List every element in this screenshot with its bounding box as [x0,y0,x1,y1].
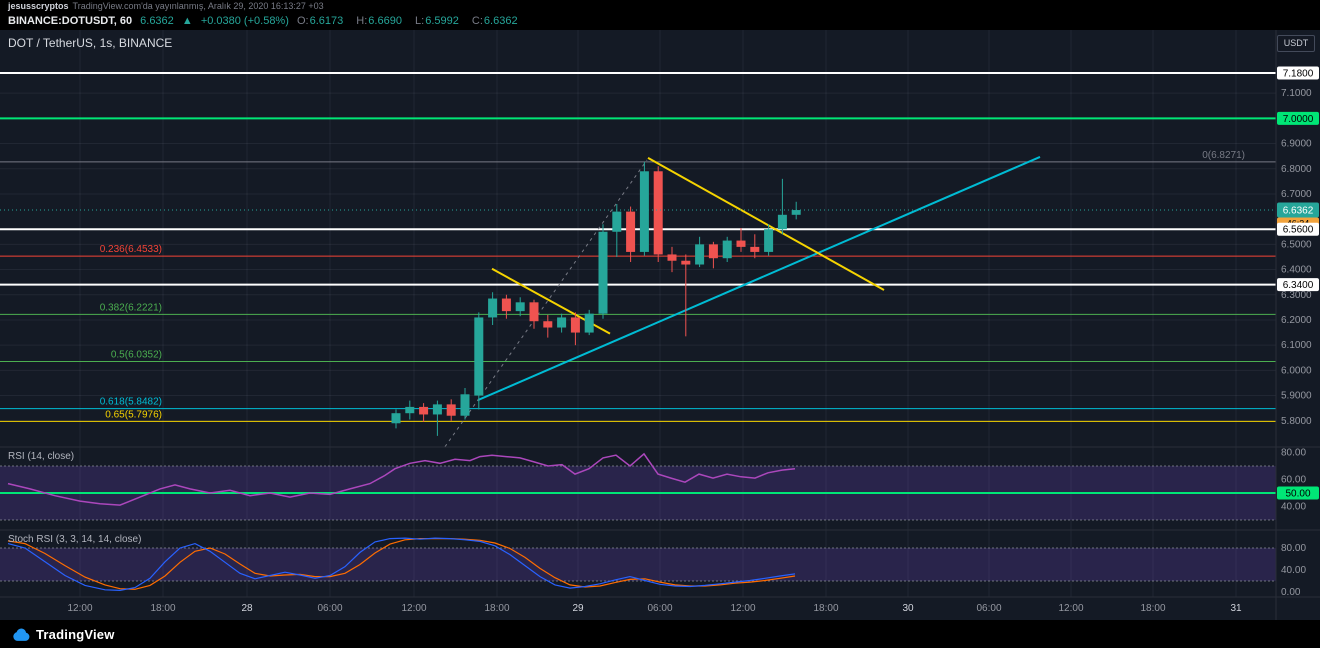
ascending-support [477,155,1041,402]
horizontal-lines[interactable] [0,72,1276,286]
svg-text:7.1000: 7.1000 [1281,88,1312,99]
svg-text:12:00: 12:00 [1058,603,1083,614]
stoch-rsi-indicator-legend[interactable]: Stoch RSI (3, 3, 14, 14, close) [8,534,142,545]
svg-text:0.236(6.4533): 0.236(6.4533) [100,244,162,255]
svg-text:6.5000: 6.5000 [1281,239,1312,250]
svg-text:5.9000: 5.9000 [1281,391,1312,402]
time-scale[interactable]: 12:00 18:00 28 06:00 12:00 18:00 29 06:00 12:00 1… [67,603,1242,614]
svg-text:31: 31 [1230,603,1242,614]
close-label: C: [471,15,483,27]
svg-text:80.00: 80.00 [1281,543,1306,554]
rsi-indicator-legend[interactable]: RSI (14, close) [8,451,75,462]
svg-text:30: 30 [902,603,914,614]
svg-text:0(6.8271): 0(6.8271) [1202,150,1245,161]
svg-text:12:00: 12:00 [730,603,755,614]
chart-canvas[interactable]: 0(6.8271) 0.236(6.4533) 0.382(6.2221) 0.5(6… [0,30,1320,620]
open-value: 6.6173 [309,15,344,27]
rsi-line [7,452,796,506]
svg-text:80.00: 80.00 [1281,448,1306,459]
footer-bar: TradingView [0,620,1320,648]
trend-lines[interactable] [444,155,1041,448]
svg-text:0.00: 0.00 [1281,587,1301,598]
svg-text:28: 28 [241,603,253,614]
descending-resistance [647,157,885,291]
svg-text:6.9000: 6.9000 [1281,139,1312,150]
tradingview-logo-link[interactable]: TradingView [8,626,115,643]
svg-text:50.00: 50.00 [1285,489,1310,500]
svg-text:06:00: 06:00 [317,603,342,614]
svg-text:12:00: 12:00 [67,603,92,614]
svg-text:06:00: 06:00 [976,603,1001,614]
pane-title[interactable]: DOT / TetherUS, 1s, BINANCE [8,36,173,50]
svg-text:6.0000: 6.0000 [1281,365,1312,376]
svg-text:18:00: 18:00 [484,603,509,614]
svg-text:60.00: 60.00 [1281,475,1306,486]
chart-region: 0(6.8271) 0.236(6.4533) 0.382(6.2221) 0.5(6… [0,30,1320,620]
svg-text:40.00: 40.00 [1281,565,1306,576]
tradingview-wordmark: TradingView [36,626,115,642]
close-value: 6.6362 [483,15,518,27]
symbol-name: BINANCE:DOTUSDT, 60 [8,15,133,27]
svg-text:6.2000: 6.2000 [1281,315,1312,326]
username-link[interactable]: jesusscryptos [8,1,69,11]
svg-text:5.8000: 5.8000 [1281,416,1312,427]
grid [0,30,1276,597]
svg-text:18:00: 18:00 [150,603,175,614]
svg-text:6.3400: 6.3400 [1283,280,1314,291]
price-change: +0.0380 (+0.58%) [200,15,289,27]
indicator-bands [0,465,1276,582]
svg-text:6.6362: 6.6362 [1283,206,1314,217]
symbol-info-bar: BINANCE:DOTUSDT, 60 6.6362 ▲ +0.0380 (+0… [0,12,1320,30]
svg-text:6.8000: 6.8000 [1281,164,1312,175]
svg-text:0.5(6.0352): 0.5(6.0352) [111,349,162,360]
high-value: 6.6690 [368,15,402,27]
price-scale[interactable]: 7.1800 7.1000 7.0000 6.9000 6.8000 6.7000 6.63… [1277,66,1319,599]
currency-toggle-button[interactable]: USDT [1277,35,1315,52]
high-label: H: [356,15,368,27]
fib-baseline-dashed [444,159,648,448]
svg-text:0.382(6.2221): 0.382(6.2221) [100,302,162,313]
svg-text:6.5600: 6.5600 [1283,225,1314,236]
svg-text:6.7000: 6.7000 [1281,189,1312,200]
attribution-bar: jesusscryptos TradingView.com'da yayınlan… [0,0,1320,12]
open-label: O: [296,15,309,27]
svg-text:12:00: 12:00 [401,603,426,614]
svg-text:0.618(5.8482): 0.618(5.8482) [100,397,162,408]
svg-text:29: 29 [572,603,584,614]
svg-text:6.1000: 6.1000 [1281,340,1312,351]
svg-text:18:00: 18:00 [813,603,838,614]
low-value: 6.5992 [425,15,459,27]
svg-text:6.3000: 6.3000 [1281,290,1312,301]
svg-text:7.1800: 7.1800 [1283,69,1314,80]
svg-text:7.0000: 7.0000 [1283,114,1314,125]
tradingview-cloud-icon [13,628,30,641]
change-arrow-icon: ▲ [181,15,193,27]
low-label: L: [415,15,425,27]
fib-retracement[interactable]: 0(6.8271) 0.236(6.4533) 0.382(6.2221) 0.5(6… [0,150,1276,422]
svg-text:6.4000: 6.4000 [1281,265,1312,276]
pane-dividers[interactable] [0,30,1320,620]
svg-text:06:00: 06:00 [647,603,672,614]
last-price: 6.6362 [140,15,174,27]
svg-text:0.65(5.7976): 0.65(5.7976) [105,409,162,420]
svg-text:40.00: 40.00 [1281,502,1306,513]
svg-text:18:00: 18:00 [1140,603,1165,614]
candlesticks [0,161,1276,436]
published-text: TradingView.com'da yayınlanmış, Aralık 2… [72,1,324,11]
stoch-k-line [7,537,796,592]
